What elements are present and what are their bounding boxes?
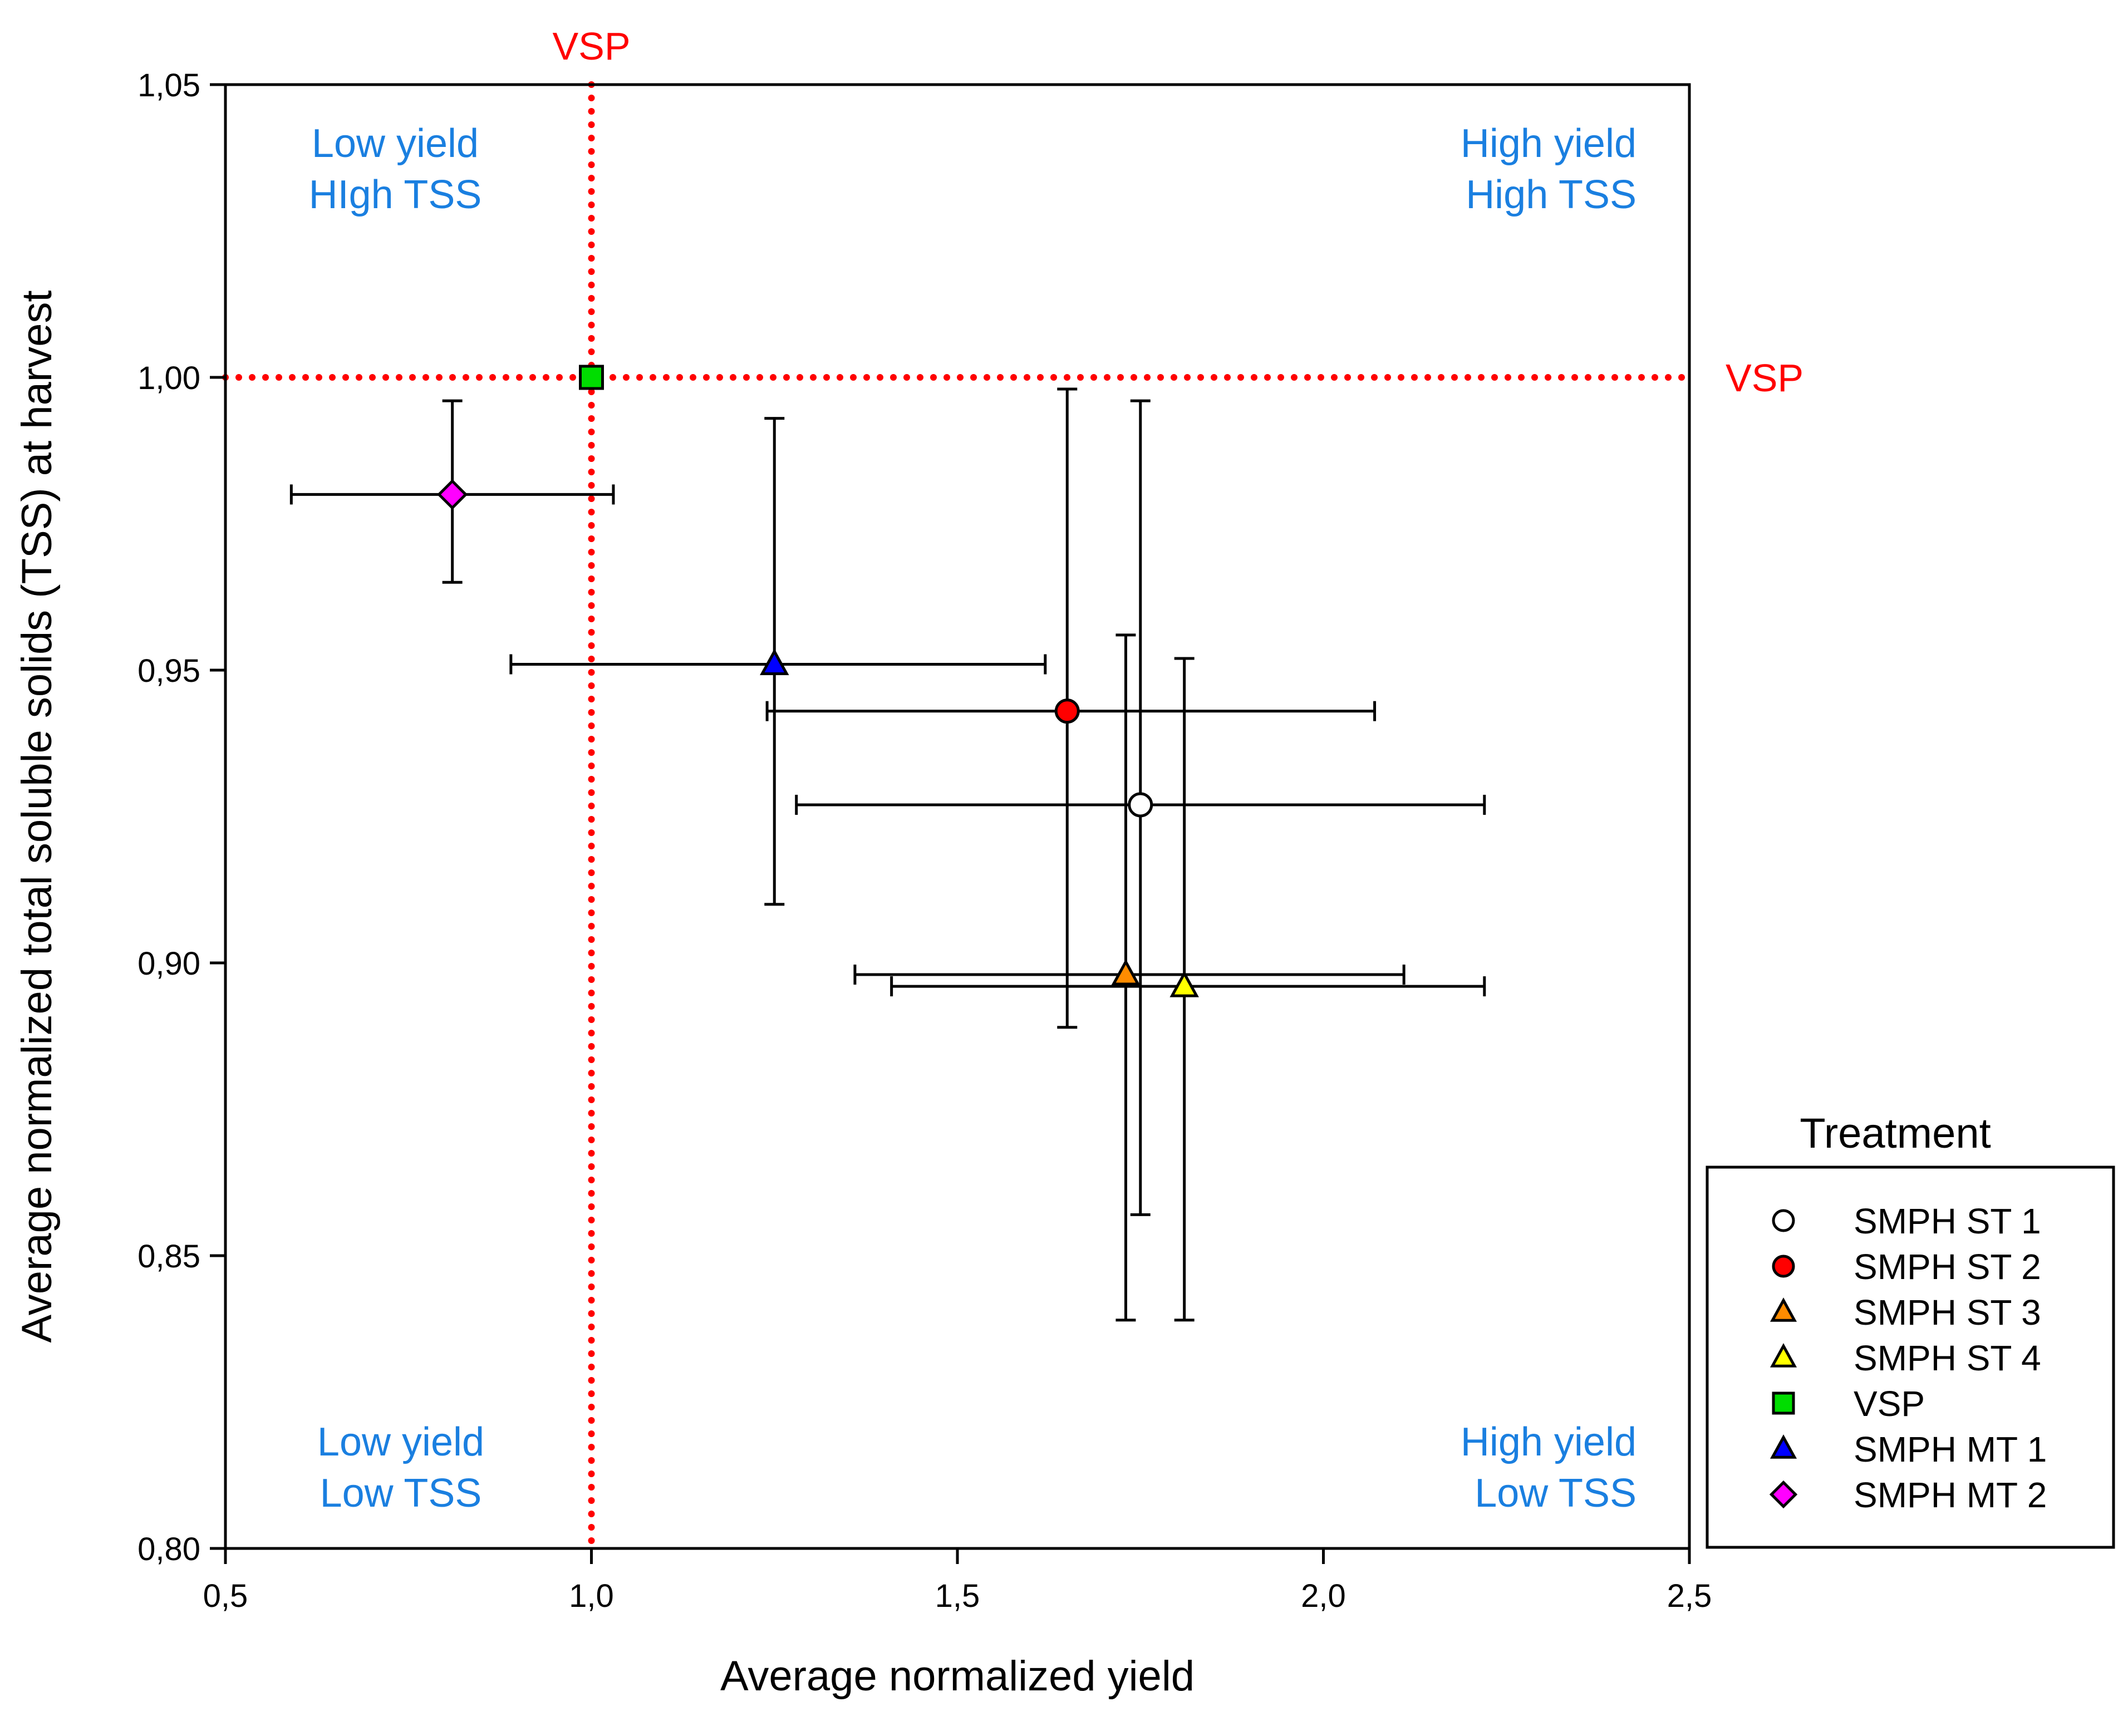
reference-lines: VSP VSP: [222, 24, 1803, 1552]
legend-marker-smph-mt-2: [1769, 1480, 1798, 1509]
legend-label-vsp: VSP: [1854, 1384, 1925, 1424]
legend-entries: SMPH ST 1 SMPH ST 2 SMPH ST 3 SMPH ST 4 VSP S…: [1769, 1201, 2047, 1515]
legend-marker-smph-mt-1: [1770, 1434, 1797, 1459]
y-axis-label: Average normalized total soluble solids …: [13, 290, 61, 1342]
data-point-smph-st-4: [1169, 970, 1199, 997]
y-tick-label: 0,80: [137, 1531, 200, 1567]
data-point-smph-mt-1: [760, 648, 789, 675]
y-tick-label: 0,90: [137, 946, 200, 982]
quadrant-label-top-left: Low yield: [312, 121, 479, 166]
x-tick-label: 1,0: [569, 1578, 614, 1614]
quadrant-label-top-left: HIgh TSS: [309, 173, 482, 217]
legend-label-smph-st-2: SMPH ST 2: [1854, 1247, 2041, 1287]
quadrant-label-top-right: High TSS: [1466, 173, 1637, 217]
y-tick-label: 1,05: [137, 67, 200, 104]
legend-marker-vsp: [1772, 1391, 1795, 1415]
vsp-vertical-label: VSP: [552, 24, 630, 68]
legend-title: Treatment: [1800, 1110, 1991, 1157]
quadrant-label-bottom-right: Low TSS: [1475, 1471, 1637, 1516]
y-tick-label: 1,00: [137, 360, 200, 396]
legend-label-smph-st-3: SMPH ST 3: [1854, 1292, 2041, 1332]
legend-label-smph-st-4: SMPH ST 4: [1854, 1338, 2041, 1378]
data-point-vsp: [579, 365, 604, 390]
quadrant-label-top-right: High yield: [1461, 121, 1637, 166]
legend-label-smph-mt-1: SMPH MT 1: [1854, 1429, 2047, 1469]
legend-marker-smph-st-4: [1770, 1343, 1797, 1368]
data-points: [437, 365, 1199, 997]
vsp-horizontal-label: VSP: [1726, 356, 1803, 400]
quadrant-labels: Low yield HIgh TSS High yield High TSS Low y…: [309, 121, 1637, 1516]
x-axis: 0,5 1,0 1,5 2,0 2,5: [203, 1548, 1712, 1614]
data-point-smph-st-1: [1128, 792, 1153, 818]
x-tick-label: 1,5: [935, 1578, 980, 1614]
y-tick-label: 0,85: [137, 1238, 200, 1275]
x-tick-label: 2,5: [1667, 1578, 1712, 1614]
legend-box: [1706, 1165, 2115, 1549]
data-point-smph-st-2: [1054, 699, 1080, 724]
legend-marker-smph-st-3: [1770, 1297, 1797, 1322]
legend-label-smph-mt-2: SMPH MT 2: [1854, 1475, 2047, 1515]
data-point-smph-st-3: [1111, 958, 1141, 986]
quadrant-label-bottom-left: Low yield: [317, 1420, 484, 1464]
x-axis-label: Average normalized yield: [720, 1653, 1195, 1700]
y-axis: 0,80 0,85 0,90 0,95 1,00 1,05: [137, 67, 225, 1567]
x-tick-label: 0,5: [203, 1578, 248, 1614]
quadrant-label-bottom-left: Low TSS: [320, 1471, 482, 1516]
quadrant-label-bottom-right: High yield: [1461, 1420, 1637, 1464]
y-tick-label: 0,95: [137, 653, 200, 689]
data-point-smph-mt-2: [437, 479, 468, 510]
legend-label-smph-st-1: SMPH ST 1: [1854, 1201, 2041, 1241]
legend-marker-smph-st-2: [1772, 1255, 1795, 1278]
legend-marker-smph-st-1: [1772, 1209, 1795, 1232]
x-tick-label: 2,0: [1301, 1578, 1346, 1614]
